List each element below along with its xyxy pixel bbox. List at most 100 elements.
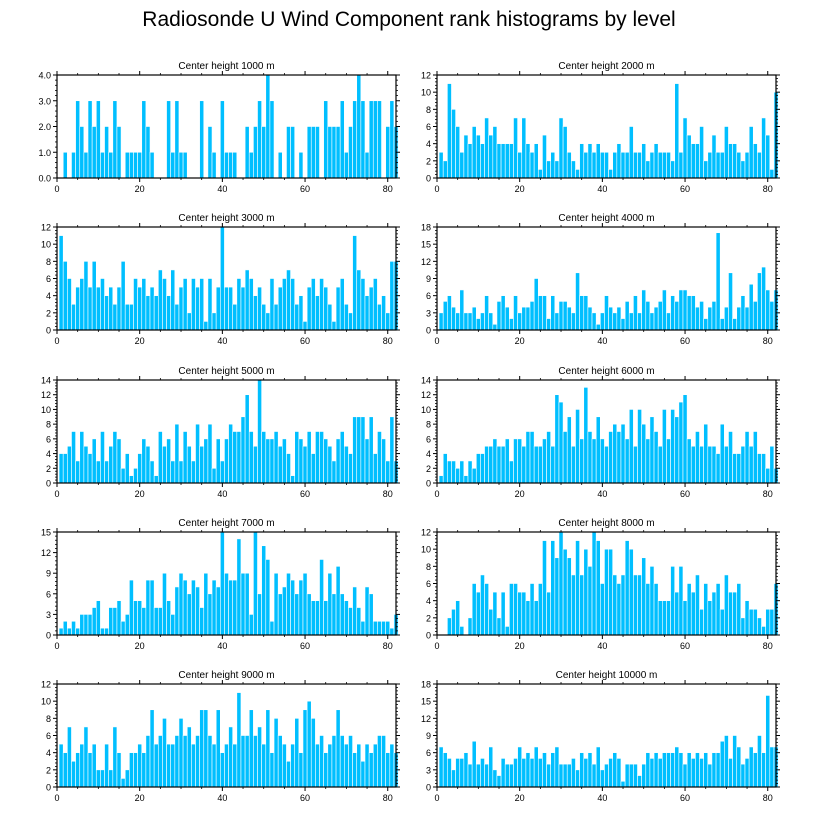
histogram-bar bbox=[757, 151, 762, 179]
histogram-bar bbox=[509, 583, 514, 636]
histogram-bar bbox=[174, 423, 180, 484]
histogram-bar bbox=[310, 126, 316, 179]
histogram-bar bbox=[480, 453, 485, 484]
histogram-bar bbox=[377, 303, 382, 331]
histogram-bar bbox=[641, 557, 647, 636]
histogram-bar bbox=[438, 475, 444, 484]
y-tick-label: 6 bbox=[426, 748, 431, 758]
histogram-bar bbox=[492, 438, 498, 484]
y-tick-label: 1.0 bbox=[38, 148, 51, 158]
histogram-bar bbox=[360, 620, 366, 636]
histogram-bar bbox=[703, 583, 709, 636]
histogram-bar bbox=[484, 583, 489, 636]
x-tick-label: 60 bbox=[680, 641, 690, 651]
histogram-bar bbox=[604, 445, 609, 484]
histogram-bar bbox=[157, 269, 163, 331]
histogram-bar bbox=[282, 586, 287, 636]
histogram-bar bbox=[339, 735, 345, 788]
x-tick-label: 0 bbox=[434, 793, 439, 803]
histogram-bar bbox=[558, 763, 564, 788]
histogram-bar bbox=[286, 126, 291, 179]
x-tick-label: 0 bbox=[54, 793, 59, 803]
histogram-bar bbox=[732, 318, 738, 331]
histogram-bar bbox=[521, 117, 527, 179]
histogram-bar bbox=[533, 143, 539, 179]
histogram-bar bbox=[703, 318, 709, 331]
histogram-bar bbox=[612, 423, 618, 484]
histogram-bar bbox=[323, 286, 329, 331]
histogram-bar bbox=[678, 752, 684, 788]
histogram-bar bbox=[637, 574, 642, 636]
y-tick-label: 10 bbox=[421, 405, 431, 415]
histogram-bar bbox=[451, 769, 456, 788]
histogram-bar bbox=[116, 286, 122, 331]
histogram-bar bbox=[356, 416, 362, 484]
histogram-bar bbox=[71, 760, 76, 788]
histogram-bar bbox=[620, 318, 626, 331]
histogram-bar bbox=[447, 83, 452, 179]
histogram-bar bbox=[224, 151, 229, 179]
histogram-bar bbox=[174, 100, 180, 179]
histogram-bar bbox=[761, 117, 766, 179]
histogram-bar bbox=[178, 460, 184, 484]
histogram-bar bbox=[335, 286, 341, 331]
histogram-bar bbox=[459, 626, 465, 636]
histogram-bar bbox=[153, 475, 159, 484]
y-tick-label: 4 bbox=[426, 139, 431, 149]
histogram-bar bbox=[467, 312, 473, 331]
histogram-bar bbox=[153, 295, 159, 331]
histogram-bar bbox=[504, 438, 510, 484]
histogram-bar bbox=[662, 151, 667, 179]
histogram-bar bbox=[315, 743, 320, 788]
histogram-bar bbox=[124, 303, 130, 331]
histogram-bar bbox=[381, 295, 386, 331]
histogram-bar bbox=[323, 438, 329, 484]
histogram-bar bbox=[757, 617, 762, 636]
histogram-bar bbox=[517, 312, 523, 331]
histogram-bar bbox=[195, 423, 200, 484]
histogram-bar bbox=[277, 593, 283, 636]
histogram-bar bbox=[372, 100, 378, 179]
histogram-bar bbox=[364, 295, 370, 331]
histogram-bar bbox=[315, 431, 320, 484]
panel-title: Center height 4000 m bbox=[558, 213, 654, 224]
histogram-bar bbox=[645, 160, 651, 179]
histogram-bar bbox=[728, 272, 733, 331]
histogram-bar bbox=[653, 306, 659, 331]
histogram-bar bbox=[744, 306, 750, 331]
histogram-bar bbox=[736, 453, 742, 484]
histogram-bar bbox=[207, 735, 213, 788]
y-tick-label: 3.0 bbox=[38, 96, 51, 106]
histogram-bar bbox=[529, 151, 535, 179]
histogram-bar bbox=[674, 746, 680, 788]
histogram-bar bbox=[471, 583, 477, 636]
histogram-bar bbox=[352, 752, 358, 788]
histogram-bar bbox=[368, 593, 374, 636]
histogram-bar bbox=[699, 445, 704, 484]
y-tick-label: 3 bbox=[426, 308, 431, 318]
histogram-bar bbox=[769, 445, 775, 484]
histogram-bar bbox=[166, 743, 171, 788]
histogram-bar bbox=[624, 301, 630, 331]
x-tick-label: 40 bbox=[217, 184, 227, 194]
y-tick-label: 2 bbox=[46, 765, 51, 775]
histogram-bar bbox=[265, 709, 271, 788]
y-tick-label: 2 bbox=[426, 156, 431, 166]
histogram-bar bbox=[215, 586, 221, 636]
histogram-bar bbox=[566, 416, 572, 484]
histogram-bar bbox=[236, 431, 242, 484]
histogram-bar bbox=[467, 460, 473, 484]
histogram-bar bbox=[471, 306, 477, 331]
histogram-bar bbox=[463, 475, 469, 484]
histogram-bar bbox=[199, 607, 205, 636]
histogram-bar bbox=[757, 272, 762, 331]
histogram-bar bbox=[377, 431, 382, 484]
histogram-bar bbox=[315, 295, 320, 331]
histogram-bar bbox=[682, 117, 688, 179]
histogram-bar bbox=[587, 306, 593, 331]
histogram-bar bbox=[525, 752, 531, 788]
histogram-bar bbox=[496, 617, 502, 636]
histogram-bar bbox=[199, 445, 205, 484]
histogram-bar bbox=[715, 583, 721, 636]
y-tick-label: 6 bbox=[46, 434, 51, 444]
